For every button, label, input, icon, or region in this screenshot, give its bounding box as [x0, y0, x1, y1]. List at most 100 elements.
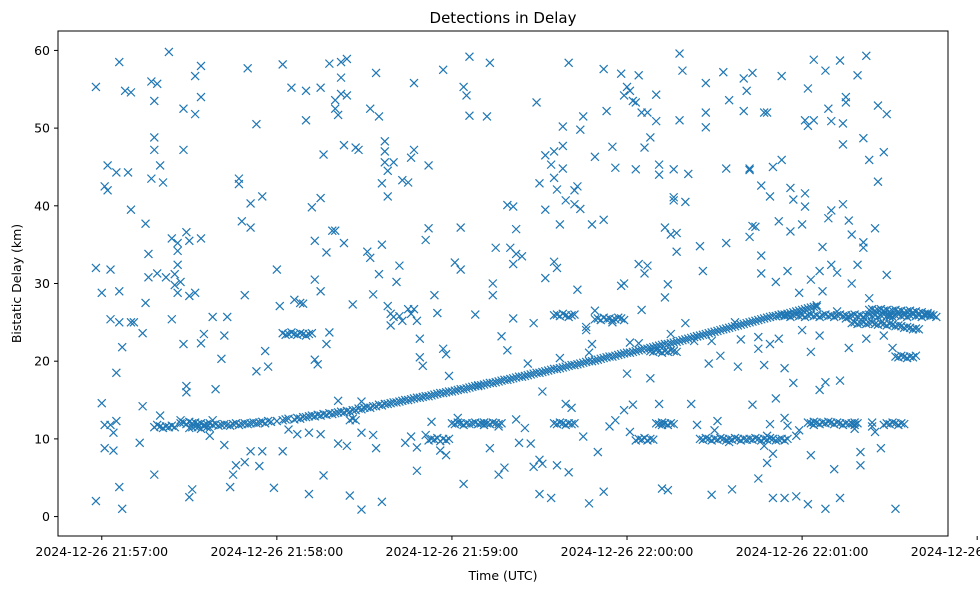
data-point: [161, 272, 171, 282]
data-point: [424, 160, 434, 170]
data-point: [645, 133, 655, 142]
data-point: [508, 202, 518, 212]
data-point: [800, 115, 810, 125]
data-point: [462, 91, 471, 100]
data-point: [561, 362, 571, 372]
data-point: [689, 332, 699, 342]
data-point: [412, 466, 422, 476]
data-point: [806, 450, 816, 460]
data-point: [669, 192, 679, 202]
data-point: [815, 385, 825, 395]
data-point: [100, 443, 110, 453]
data-point: [438, 65, 448, 75]
data-point: [155, 411, 165, 421]
data-point: [736, 335, 746, 344]
data-point: [572, 181, 582, 191]
data-point: [794, 425, 804, 435]
data-point: [511, 249, 521, 259]
data-point: [362, 247, 372, 257]
data-point: [336, 89, 346, 99]
data-point: [888, 343, 897, 353]
data-point: [610, 351, 620, 361]
data-point: [465, 52, 474, 62]
data-point: [459, 82, 469, 92]
data-point: [406, 432, 416, 441]
data-point: [278, 415, 288, 425]
data-point: [146, 174, 156, 184]
data-point: [654, 170, 664, 180]
data-point: [818, 286, 827, 296]
data-point: [298, 299, 308, 309]
data-point: [882, 109, 892, 119]
data-point: [138, 328, 148, 338]
data-point: [870, 427, 880, 437]
data-point: [742, 318, 752, 328]
data-point: [736, 320, 746, 330]
data-point: [750, 222, 760, 232]
data-point: [590, 306, 600, 316]
data-point: [392, 397, 401, 407]
data-point: [578, 112, 588, 121]
data-point: [768, 493, 778, 503]
data-point: [114, 317, 124, 327]
data-point: [748, 221, 757, 231]
data-point: [380, 146, 390, 156]
data-point: [850, 420, 860, 430]
data-point: [208, 415, 218, 425]
data-point: [377, 240, 387, 250]
data-point: [377, 401, 387, 410]
data-point: [567, 419, 576, 429]
data-point: [199, 329, 209, 339]
data-point: [225, 421, 235, 431]
data-point: [715, 325, 725, 335]
data-point: [155, 160, 165, 170]
data-point: [850, 424, 860, 434]
data-point: [710, 425, 719, 435]
data-point: [310, 236, 320, 246]
data-point: [357, 505, 366, 515]
data-point: [783, 421, 792, 431]
data-point: [339, 140, 349, 150]
data-point: [783, 434, 792, 444]
data-point: [126, 87, 136, 97]
data-point: [141, 298, 150, 308]
data-point: [278, 59, 288, 69]
data-point: [777, 155, 787, 165]
data-point: [707, 328, 717, 337]
data-point: [488, 290, 498, 300]
data-point: [246, 199, 256, 208]
data-point: [540, 273, 550, 283]
data-point: [619, 405, 629, 415]
data-point: [167, 421, 177, 431]
data-point: [625, 427, 635, 437]
data-point: [911, 351, 921, 361]
data-point: [786, 227, 795, 236]
data-point: [756, 251, 766, 260]
data-point: [152, 268, 162, 278]
data-point: [549, 173, 559, 183]
data-point: [783, 266, 792, 276]
data-point: [371, 443, 381, 453]
data-point: [759, 108, 769, 118]
data-point: [100, 181, 110, 191]
data-point: [310, 275, 320, 285]
data-point: [599, 215, 609, 225]
data-point: [739, 73, 749, 83]
data-point: [144, 272, 153, 282]
data-point: [654, 399, 664, 409]
data-point: [643, 108, 652, 118]
data-point: [788, 195, 798, 205]
data-point: [91, 496, 101, 506]
data-point: [438, 344, 448, 354]
x-axis-title: Time (UTC): [467, 568, 537, 583]
data-point: [278, 446, 288, 456]
data-point: [701, 329, 711, 339]
data-point: [555, 418, 565, 427]
data-point: [672, 347, 682, 357]
data-point: [535, 368, 544, 378]
data-point: [812, 300, 822, 310]
chart-title: Detections in Delay: [430, 9, 577, 27]
data-point: [768, 162, 778, 172]
data-point: [823, 417, 833, 427]
data-point: [876, 443, 886, 453]
